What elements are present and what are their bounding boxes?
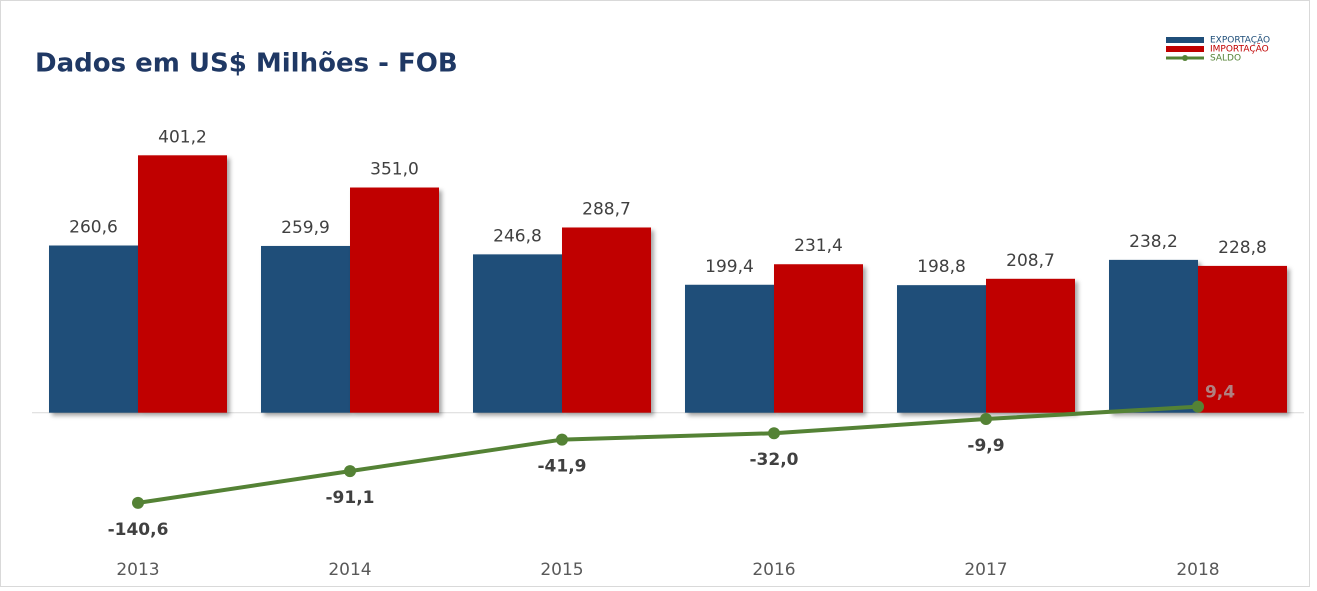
data-label: -41,9 — [538, 457, 587, 477]
bar — [350, 187, 439, 413]
data-label: 260,6 — [69, 218, 118, 238]
line-marker — [556, 433, 568, 446]
bar — [49, 245, 138, 413]
bar — [562, 227, 651, 413]
legend-label: IMPORTAÇÃO — [1210, 44, 1269, 55]
data-label: 208,7 — [1006, 251, 1055, 271]
legend-label: SALDO — [1210, 54, 1241, 64]
bar — [774, 264, 863, 413]
x-tick-label: 2017 — [964, 560, 1007, 580]
bar — [473, 254, 562, 413]
legend-swatch — [1166, 46, 1204, 52]
data-label: -91,1 — [326, 488, 375, 508]
bar — [138, 155, 227, 413]
data-label: 198,8 — [917, 257, 966, 277]
x-tick-label: 2018 — [1176, 560, 1219, 580]
bar — [1198, 265, 1287, 413]
data-label: 351,0 — [370, 160, 419, 180]
data-label: 9,4 — [1205, 383, 1235, 403]
data-label: 228,8 — [1218, 238, 1267, 258]
bar — [685, 284, 774, 413]
bar — [1109, 259, 1198, 413]
data-label: 401,2 — [158, 127, 207, 147]
data-label: 199,4 — [705, 257, 754, 277]
line-marker — [1192, 400, 1204, 413]
x-tick-label: 2013 — [116, 560, 159, 580]
legend-marker — [1182, 55, 1188, 61]
data-label: 246,8 — [493, 226, 542, 246]
chart-title: Dados em US$ Milhões - FOB — [35, 49, 458, 79]
data-label: -32,0 — [750, 450, 799, 470]
line-marker — [344, 465, 356, 478]
line-marker — [768, 427, 780, 440]
legend-swatch — [1166, 37, 1204, 43]
line-marker — [980, 413, 992, 426]
data-label: 238,2 — [1129, 232, 1178, 252]
x-tick-label: 2016 — [752, 560, 795, 580]
x-tick-label: 2014 — [328, 560, 371, 580]
data-label: 231,4 — [794, 236, 843, 256]
data-label: -140,6 — [108, 520, 169, 540]
bar — [986, 278, 1075, 413]
bar — [897, 285, 986, 413]
line-marker — [132, 496, 144, 509]
legend-label: EXPORTAÇÃO — [1210, 35, 1270, 46]
data-label: 288,7 — [582, 199, 631, 219]
bar — [261, 245, 350, 413]
data-label: 259,9 — [281, 218, 330, 238]
x-tick-label: 2015 — [540, 560, 583, 580]
line — [137, 404, 1199, 505]
data-label: -9,9 — [967, 436, 1004, 456]
